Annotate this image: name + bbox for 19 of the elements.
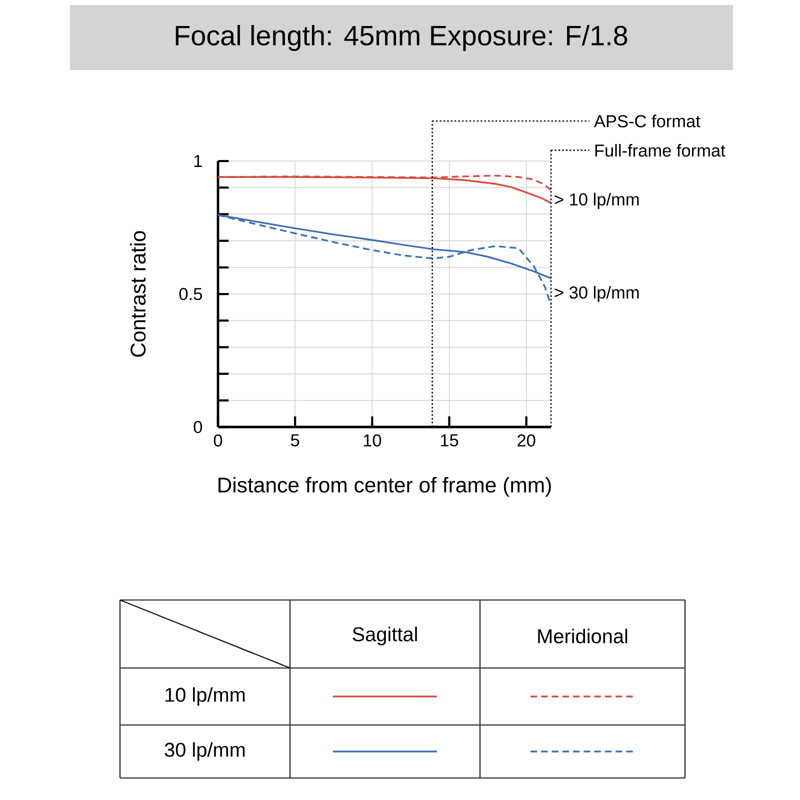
text: Meridional	[538, 628, 628, 644]
x-tick-label: 0	[214, 434, 222, 447]
y-tick-label: 1	[194, 155, 202, 167]
text: Sagittal	[352, 626, 417, 646]
text: 30 lp/mm	[164, 742, 245, 761]
annotation: > 30 lp/mm	[554, 286, 639, 302]
y-tick-label: 0.5	[179, 288, 202, 300]
x-axis-title: Distance from center of frame (mm)	[218, 476, 551, 497]
y-axis-title: Contrast ratio	[130, 231, 146, 357]
x-tick-label: 20	[518, 434, 536, 447]
annotation: > 10 lp/mm	[554, 192, 639, 209]
x-tick-label: 15	[440, 434, 458, 446]
x-tick-label: 10	[364, 434, 382, 447]
y-tick-label: 0	[194, 420, 202, 434]
ref-line-label: Full-frame format	[595, 144, 726, 157]
ref-line-label: APS-C format	[594, 114, 700, 128]
x-tick-label: 5	[290, 434, 300, 446]
chart-title: Focal length: 45mm Exposure: F/1.8	[176, 25, 628, 52]
text: 10 lp/mm	[166, 687, 245, 706]
